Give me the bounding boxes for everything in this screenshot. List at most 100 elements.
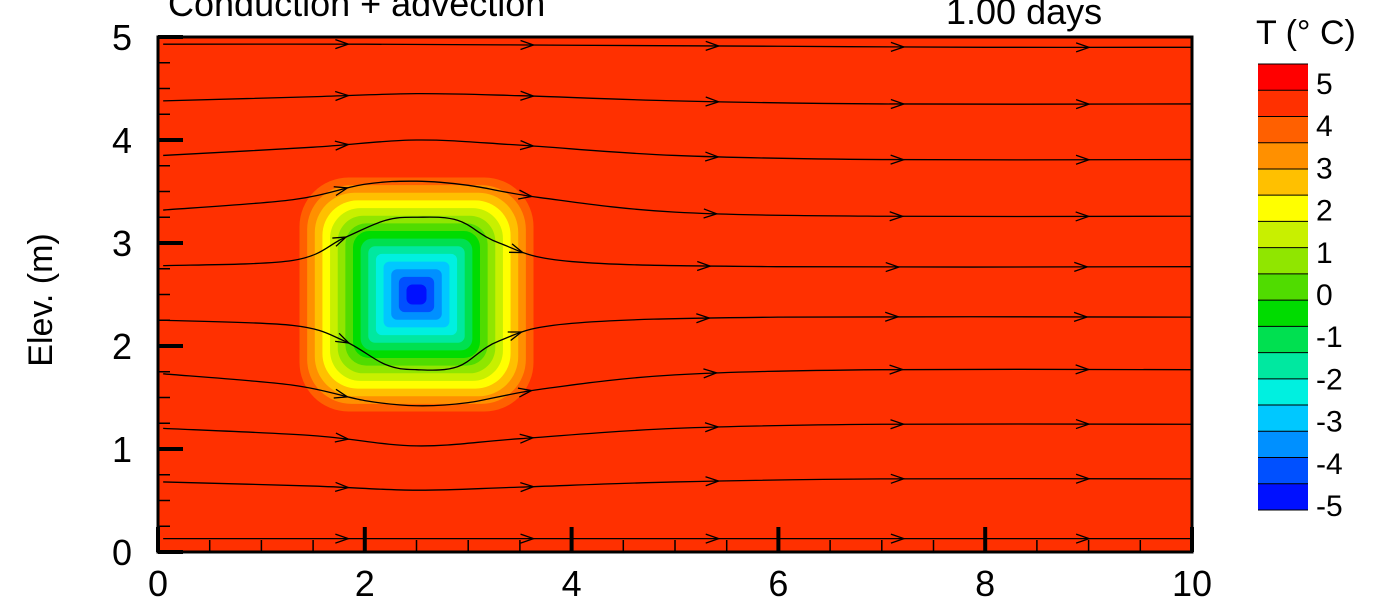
streamline-arrow [1075, 473, 1092, 484]
streamline [163, 43, 1193, 49]
streamline-arrow [705, 476, 721, 487]
legend-swatch [1258, 273, 1308, 301]
streamline-arrow [890, 98, 906, 110]
streamline-arrow [520, 39, 536, 51]
legend-swatch [1258, 168, 1308, 196]
streamline-arrow [703, 208, 719, 219]
streamline-arrow [333, 186, 350, 197]
streamline [163, 423, 1193, 447]
legend-swatch [1258, 90, 1308, 117]
streamline-arrow [1075, 418, 1091, 430]
legend-label: -2 [1316, 363, 1343, 396]
streamline-arrow [335, 39, 351, 50]
x-tick-label: 6 [768, 563, 788, 600]
streamline-arrow [890, 473, 906, 484]
legend-label: 1 [1316, 237, 1333, 270]
y-tick-label: 0 [112, 532, 132, 573]
streamline [163, 216, 1193, 268]
legend-swatches [1258, 63, 1308, 511]
y-axis-label: Elev. (m) [22, 233, 60, 366]
legend-swatch [1258, 221, 1308, 248]
legend-label: 5 [1316, 68, 1333, 101]
streamline-arrow [1075, 98, 1092, 110]
streamline-arrow [333, 388, 350, 399]
x-tick-label: 4 [562, 563, 582, 600]
streamline [163, 316, 1193, 371]
streamline-arrow [334, 140, 351, 151]
chart-title: Conduction + advection [168, 0, 545, 24]
x-tick-label: 8 [975, 563, 995, 600]
streamline-arrow [1075, 211, 1091, 222]
legend-label: 2 [1316, 195, 1333, 228]
legend-swatch [1258, 431, 1308, 458]
y-tick-labels: 0 1 2 3 4 5 [112, 17, 132, 573]
y-tick-label: 3 [112, 223, 132, 264]
streamline-arrow [1075, 42, 1092, 53]
streamline-arrow [507, 331, 524, 342]
legend-swatch [1258, 142, 1308, 169]
streamline-arrow [1073, 311, 1090, 323]
plot-area [156, 35, 1194, 554]
axis-ticks [156, 35, 1194, 554]
legend-label: 4 [1316, 110, 1333, 143]
streamline-arrow [334, 481, 351, 493]
legend-swatch [1258, 326, 1308, 353]
streamline-arrow [335, 332, 351, 344]
legend-swatch [1258, 378, 1308, 406]
x-tick-label: 2 [355, 563, 375, 600]
streamline-arrow [508, 243, 525, 254]
streamline-arrow [520, 481, 536, 493]
streamline-arrow [520, 90, 536, 101]
x-tick-label: 10 [1172, 563, 1212, 600]
streamline-arrow [884, 311, 901, 322]
anomaly-contour-band [406, 284, 427, 305]
streamline-arrow [890, 41, 906, 53]
legend-label: 3 [1316, 152, 1333, 185]
legend-label: -3 [1316, 406, 1343, 439]
legend-swatch [1258, 300, 1308, 327]
streamline [163, 180, 1193, 218]
streamline-arrow [890, 419, 906, 430]
legend-label: -4 [1316, 448, 1343, 481]
streamline-arrow [890, 533, 906, 544]
color-legend: T (° C) 5 4 3 2 1 0 -1 -2 -3 -4 -5 [1256, 14, 1356, 523]
streamline-arrow [335, 533, 351, 544]
legend-swatch [1258, 195, 1308, 222]
streamline [163, 92, 1193, 105]
legend-swatch [1258, 483, 1308, 510]
streamline-arrow [889, 211, 905, 222]
legend-swatch [1258, 352, 1308, 379]
legend-swatch [1258, 247, 1308, 274]
streamline-arrow [332, 236, 348, 247]
streamline-arrow [1075, 533, 1092, 544]
streamline-arrow [517, 387, 534, 398]
streamline-arrow [889, 364, 905, 375]
streamline-arrow [1075, 364, 1091, 375]
streamline-arrow [705, 96, 721, 107]
streamline-arrow [334, 432, 351, 443]
legend-swatch [1258, 405, 1308, 432]
streamlines [163, 39, 1193, 544]
streamline-arrow [890, 154, 906, 165]
streamline-arrow [696, 313, 712, 324]
legend-swatch [1258, 64, 1308, 91]
streamline-arrow [519, 433, 535, 444]
legend-label: -1 [1316, 321, 1343, 354]
x-tick-label: 0 [148, 563, 168, 600]
streamline [163, 139, 1193, 161]
y-tick-label: 2 [112, 326, 132, 367]
streamline-arrow [1075, 154, 1091, 165]
streamline [163, 477, 1193, 491]
streamline-arrow [520, 533, 536, 544]
cold-anomaly [299, 177, 534, 412]
streamline-arrow [885, 261, 901, 273]
streamline-arrow [705, 533, 721, 544]
legend-labels: 5 4 3 2 1 0 -1 -2 -3 -4 -5 [1316, 68, 1343, 523]
legend-label: 0 [1316, 279, 1333, 312]
legend-label: -5 [1316, 490, 1343, 523]
y-tick-label: 5 [112, 17, 132, 58]
streamline [163, 368, 1193, 407]
streamline-arrow [519, 140, 536, 151]
streamline-arrow [518, 189, 534, 200]
